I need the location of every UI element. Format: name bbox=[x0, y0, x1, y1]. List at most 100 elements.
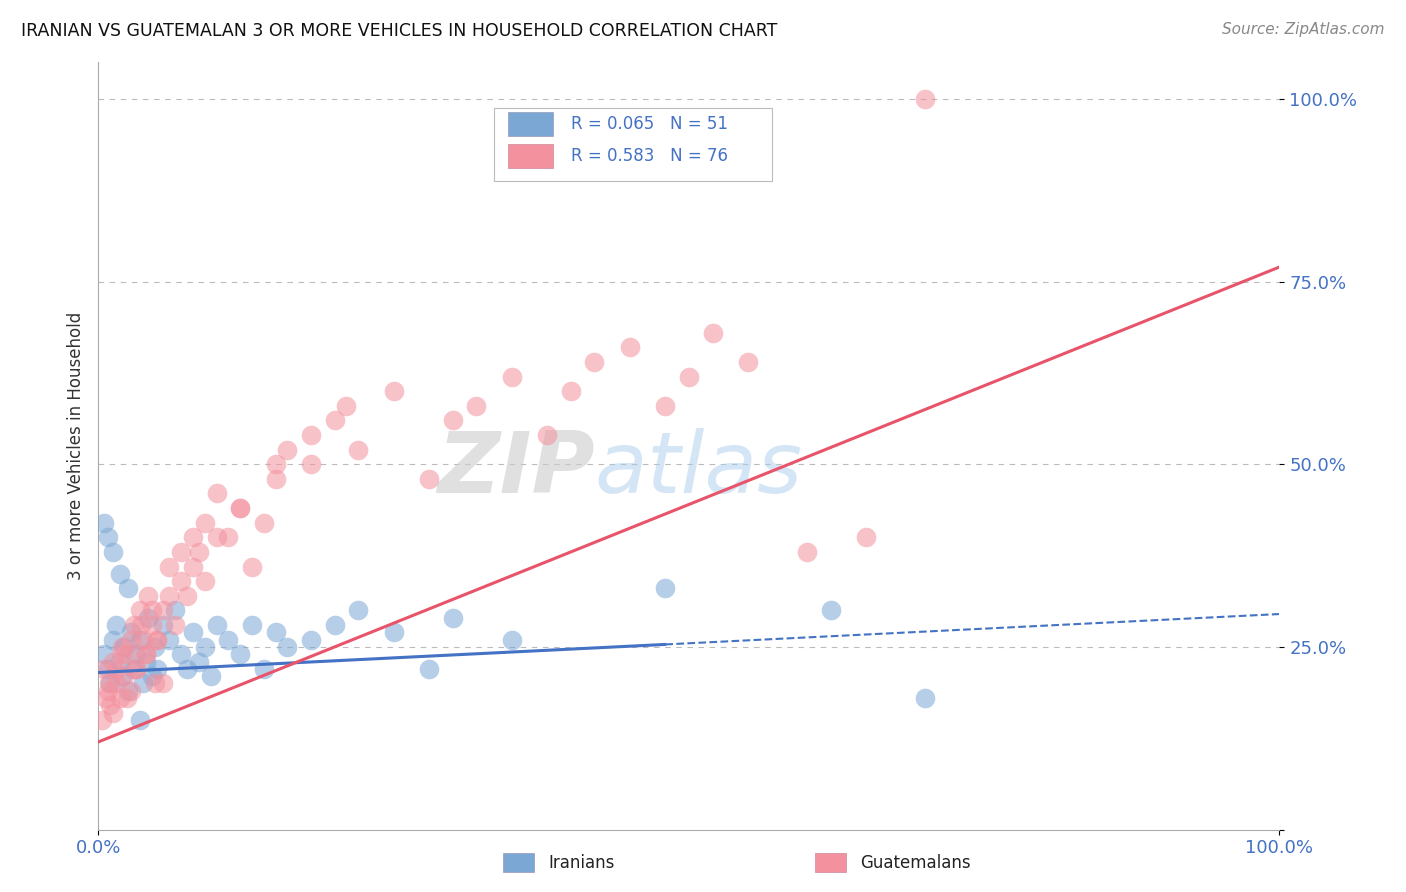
Point bbox=[157, 589, 180, 603]
Point bbox=[181, 559, 204, 574]
Text: IRANIAN VS GUATEMALAN 3 OR MORE VEHICLES IN HOUSEHOLD CORRELATION CHART: IRANIAN VS GUATEMALAN 3 OR MORE VEHICLES… bbox=[21, 22, 778, 40]
Point bbox=[128, 603, 150, 617]
Point bbox=[194, 640, 217, 654]
Text: atlas: atlas bbox=[595, 427, 803, 510]
Point bbox=[205, 618, 228, 632]
Point bbox=[146, 632, 169, 647]
Point bbox=[229, 501, 252, 516]
Point bbox=[121, 625, 143, 640]
Point bbox=[501, 632, 523, 647]
Point bbox=[105, 662, 128, 676]
Point bbox=[501, 369, 523, 384]
Point bbox=[93, 516, 115, 530]
Point bbox=[200, 669, 222, 683]
Point bbox=[441, 413, 464, 427]
Point bbox=[264, 457, 287, 471]
Point bbox=[347, 603, 370, 617]
Point bbox=[143, 640, 166, 654]
Point bbox=[276, 640, 298, 654]
Point bbox=[299, 632, 322, 647]
Point bbox=[146, 632, 169, 647]
Point bbox=[441, 610, 464, 624]
Point bbox=[264, 625, 287, 640]
Point bbox=[105, 676, 128, 690]
Point bbox=[101, 632, 124, 647]
Point bbox=[217, 632, 239, 647]
Point bbox=[737, 355, 759, 369]
Point bbox=[108, 655, 131, 669]
FancyBboxPatch shape bbox=[494, 109, 772, 181]
Point bbox=[132, 676, 155, 690]
Point bbox=[217, 530, 239, 544]
Point bbox=[654, 399, 676, 413]
Point bbox=[335, 399, 357, 413]
Point bbox=[264, 472, 287, 486]
Point bbox=[101, 706, 124, 720]
Point bbox=[143, 676, 166, 690]
Point bbox=[170, 574, 193, 589]
Point bbox=[855, 530, 877, 544]
Point bbox=[176, 589, 198, 603]
Point bbox=[141, 618, 163, 632]
Point bbox=[91, 713, 114, 727]
Point bbox=[181, 530, 204, 544]
Point bbox=[323, 618, 346, 632]
Point bbox=[135, 647, 157, 661]
Point bbox=[165, 618, 187, 632]
Point bbox=[117, 582, 139, 596]
Point bbox=[418, 662, 440, 676]
Point bbox=[187, 545, 209, 559]
Point bbox=[129, 618, 152, 632]
Point bbox=[157, 632, 180, 647]
Point bbox=[93, 647, 115, 661]
Point bbox=[122, 662, 145, 676]
Point bbox=[146, 662, 169, 676]
Text: ZIP: ZIP bbox=[437, 427, 595, 510]
Point bbox=[157, 559, 180, 574]
Point bbox=[240, 618, 263, 632]
Point bbox=[170, 545, 193, 559]
Point bbox=[132, 632, 155, 647]
Point bbox=[97, 683, 120, 698]
Point bbox=[97, 530, 120, 544]
Point bbox=[187, 655, 209, 669]
Point bbox=[276, 442, 298, 457]
Point bbox=[619, 340, 641, 354]
Bar bbox=[508, 144, 553, 169]
Point bbox=[98, 698, 121, 713]
Point bbox=[98, 676, 121, 690]
Point bbox=[253, 662, 276, 676]
Point bbox=[152, 603, 174, 617]
Point bbox=[135, 655, 157, 669]
Point bbox=[654, 582, 676, 596]
Point bbox=[111, 647, 134, 661]
Point bbox=[165, 603, 187, 617]
Point bbox=[117, 647, 139, 661]
Point bbox=[105, 618, 128, 632]
Point bbox=[678, 369, 700, 384]
Point bbox=[111, 669, 134, 683]
Point bbox=[121, 683, 143, 698]
Point bbox=[125, 647, 148, 661]
Point bbox=[229, 647, 252, 661]
Point bbox=[170, 647, 193, 661]
Text: R = 0.065   N = 51: R = 0.065 N = 51 bbox=[571, 115, 728, 133]
Point bbox=[229, 501, 252, 516]
Y-axis label: 3 or more Vehicles in Household: 3 or more Vehicles in Household bbox=[66, 312, 84, 580]
Point bbox=[125, 662, 148, 676]
Point bbox=[796, 545, 818, 559]
Point bbox=[115, 691, 138, 706]
Point bbox=[583, 355, 606, 369]
Point bbox=[125, 662, 148, 676]
Point bbox=[418, 472, 440, 486]
Point bbox=[101, 545, 124, 559]
Point bbox=[122, 618, 145, 632]
Point bbox=[152, 618, 174, 632]
Point bbox=[194, 574, 217, 589]
Point bbox=[112, 669, 135, 683]
Point bbox=[465, 399, 488, 413]
Bar bbox=[508, 112, 553, 136]
Point bbox=[121, 632, 143, 647]
Point bbox=[560, 384, 582, 399]
Point bbox=[152, 676, 174, 690]
